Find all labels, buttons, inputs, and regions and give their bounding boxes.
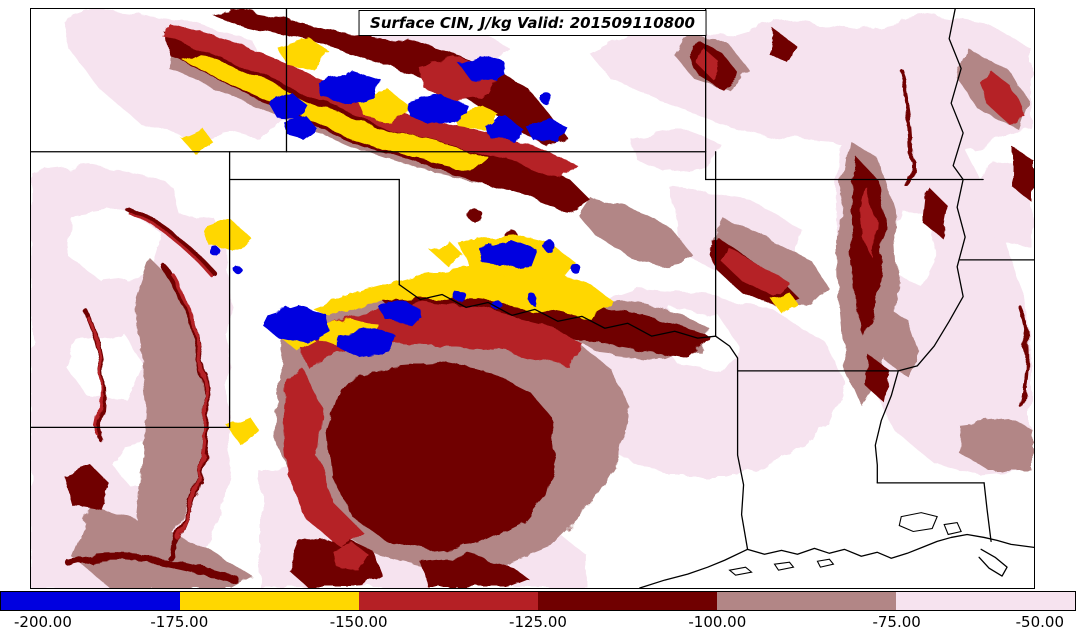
colorbar-segment-maroon <box>538 592 717 610</box>
colorbar-segment-blue <box>1 592 180 610</box>
map-title: Surface CIN, J/kg Valid: 201509110800 <box>358 10 707 36</box>
map-title-text: Surface CIN, J/kg Valid: 201509110800 <box>370 14 695 32</box>
lake-pontchartrain <box>898 512 938 533</box>
colorbar-segment-yellow <box>180 592 359 610</box>
pearl-river <box>983 482 992 543</box>
state-boundaries <box>31 9 1034 588</box>
tx-ar-border <box>714 335 739 372</box>
map-area: Surface CIN, J/kg Valid: 201509110800 <box>30 8 1035 589</box>
river-delta <box>978 548 1008 577</box>
colorbar-tick-4: -100.00 <box>688 613 747 631</box>
colorbar-tick-3: -125.00 <box>509 613 567 631</box>
colorbar-segment-pink <box>896 592 1075 610</box>
colorbar-tick-6: -50.00 <box>1015 613 1064 631</box>
colorbar-tick-1: -175.00 <box>150 613 209 631</box>
cin-contour-map <box>31 9 1034 588</box>
red-river-border <box>398 283 717 339</box>
coastal-island-1 <box>728 566 753 576</box>
cin-bin-blue-200-175 <box>210 53 581 358</box>
colorbar-tick-labels: -200.00 -175.00 -150.00 -125.00 -100.00 … <box>0 613 1076 633</box>
colorbar-tick-2: -150.00 <box>329 613 388 631</box>
mississippi-river <box>874 9 966 484</box>
cin-filled-contours <box>31 9 1034 588</box>
colorbar-segment-rosy <box>717 592 896 610</box>
colorbar-tick-5: -75.00 <box>872 613 921 631</box>
cin-red-streaks <box>87 210 215 542</box>
colorbar-segment-red <box>359 592 538 610</box>
colorbar-tick-0: -200.00 <box>14 613 72 631</box>
colorbar <box>0 591 1076 611</box>
gulf-coastline <box>639 533 1034 588</box>
small-lake <box>943 521 962 536</box>
coastal-island-3 <box>816 558 835 568</box>
coastal-island-2 <box>773 561 795 571</box>
tx-la-border-sabine <box>736 370 749 550</box>
